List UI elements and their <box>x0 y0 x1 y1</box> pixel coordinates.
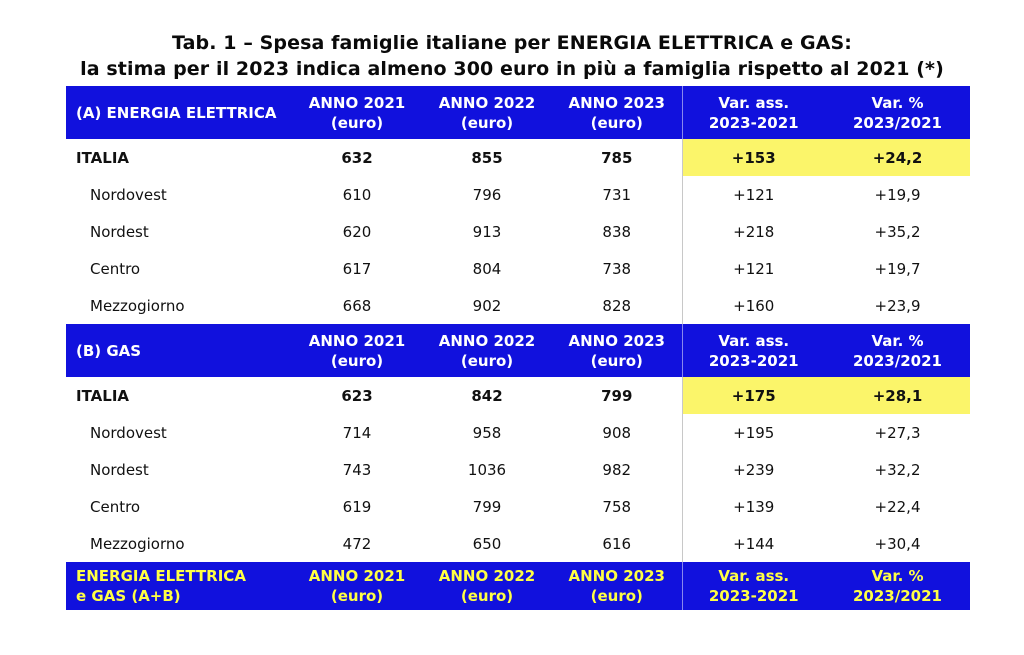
row-label: ITALIA <box>76 386 130 405</box>
cell-var-ass: +218 <box>681 213 825 250</box>
cell-var-ass: +121 <box>681 176 825 213</box>
table-row: ITALIA 623 842 799 +175 +28,1 <box>66 377 970 414</box>
cell-2023: 828 <box>602 296 632 315</box>
cell-2022: 799 <box>472 497 502 516</box>
col-header-var-ass: Var. ass. 2023-2021 <box>681 562 825 610</box>
cell-2022: 958 <box>472 423 502 442</box>
cell-2023: 799 <box>601 386 633 405</box>
section-a-header: (A) ENERGIA ELETTRICA ANNO 2021 (euro) AN… <box>66 86 970 139</box>
col-header-var-ass: Var. ass. 2023-2021 <box>681 86 825 139</box>
cell-2022: 650 <box>472 534 502 553</box>
cell-var-pct: +23,9 <box>874 296 921 315</box>
cell-2023: 738 <box>602 259 632 278</box>
col-header-var-pct: Var. % 2023/2021 <box>825 562 970 610</box>
cell-2022: 855 <box>471 148 503 167</box>
cell-var-pct: +22,4 <box>874 497 921 516</box>
cell-2021: 668 <box>342 296 372 315</box>
cell-2021: 743 <box>342 460 372 479</box>
row-label: Nordest <box>90 460 149 479</box>
col-header-var-pct: Var. % 2023/2021 <box>825 324 970 377</box>
table-row: Nordest 620 913 838 +218 +35,2 <box>66 213 970 250</box>
row-label: ITALIA <box>76 148 130 167</box>
row-label: Nordovest <box>90 423 167 442</box>
col-header-2022: ANNO 2022 (euro) <box>422 86 552 139</box>
cell-2023: 731 <box>602 185 632 204</box>
cell-2021: 472 <box>342 534 372 553</box>
cell-var-ass: +175 <box>681 377 825 414</box>
cell-var-pct: +30,4 <box>874 534 921 553</box>
col-header-2021: ANNO 2021 (euro) <box>292 86 422 139</box>
cell-2023: 758 <box>602 497 632 516</box>
col-header-var-ass: Var. ass. 2023-2021 <box>681 324 825 377</box>
cell-2022: 902 <box>472 296 502 315</box>
cell-var-pct: +24,2 <box>825 139 970 176</box>
table-row: Mezzogiorno 472 650 616 +144 +30,4 <box>66 525 970 562</box>
row-label: Mezzogiorno <box>90 534 185 553</box>
table-row: Centro 619 799 758 +139 +22,4 <box>66 488 970 525</box>
cell-var-pct: +19,7 <box>874 259 921 278</box>
cell-2021: 623 <box>341 386 373 405</box>
cell-2023: 616 <box>602 534 632 553</box>
cell-2022: 796 <box>472 185 502 204</box>
cell-2023: 838 <box>602 222 632 241</box>
row-label: Mezzogiorno <box>90 296 185 315</box>
cell-var-ass: +160 <box>681 287 825 324</box>
cell-2022: 913 <box>472 222 502 241</box>
table-row: Centro 617 804 738 +121 +19,7 <box>66 250 970 287</box>
row-label: Centro <box>90 497 141 516</box>
cell-var-pct: +28,1 <box>825 377 970 414</box>
col-header-2023: ANNO 2023 (euro) <box>552 86 682 139</box>
cell-2021: 619 <box>342 497 372 516</box>
cell-2021: 610 <box>342 185 372 204</box>
col-header-2021: ANNO 2021 (euro) <box>292 324 422 377</box>
cell-2021: 632 <box>341 148 373 167</box>
cell-2021: 714 <box>342 423 372 442</box>
cell-var-ass: +239 <box>681 451 825 488</box>
cell-2022: 842 <box>471 386 503 405</box>
cell-var-pct: +27,3 <box>874 423 921 442</box>
section-b-header: (B) GAS ANNO 2021 (euro) ANNO 2022 (euro) … <box>66 324 970 377</box>
table-title: Tab. 1 – Spesa famiglie italiane per ENE… <box>0 30 1024 82</box>
cell-2022: 804 <box>472 259 502 278</box>
table-row: Nordovest 610 796 731 +121 +19,9 <box>66 176 970 213</box>
row-label: Nordovest <box>90 185 167 204</box>
cell-var-pct: +32,2 <box>874 460 921 479</box>
table-row: Mezzogiorno 668 902 828 +160 +23,9 <box>66 287 970 324</box>
cell-2023: 785 <box>601 148 633 167</box>
cell-var-pct: +35,2 <box>874 222 921 241</box>
cell-2023: 982 <box>602 460 632 479</box>
table-row: ITALIA 632 855 785 +153 +24,2 <box>66 139 970 176</box>
section-b-label: (B) GAS <box>66 324 292 377</box>
cell-var-pct: +19,9 <box>874 185 921 204</box>
row-label: Nordest <box>90 222 149 241</box>
col-header-2023: ANNO 2023 (euro) <box>552 562 682 610</box>
table-row: Nordest 743 1036 982 +239 +32,2 <box>66 451 970 488</box>
cell-var-ass: +144 <box>681 525 825 562</box>
spending-table: (A) ENERGIA ELETTRICA ANNO 2021 (euro) AN… <box>66 86 970 610</box>
cell-2023: 908 <box>602 423 632 442</box>
cell-2021: 617 <box>342 259 372 278</box>
total-section-header: ENERGIA ELETTRICA e GAS (A+B) ANNO 2021 (e… <box>66 562 970 610</box>
cell-var-ass: +139 <box>681 488 825 525</box>
cell-2022: 1036 <box>467 460 507 479</box>
section-a-label: (A) ENERGIA ELETTRICA <box>66 86 292 139</box>
title-line-2: la stima per il 2023 indica almeno 300 e… <box>80 58 944 80</box>
table-row: Nordovest 714 958 908 +195 +27,3 <box>66 414 970 451</box>
cell-2021: 620 <box>342 222 372 241</box>
row-label: Centro <box>90 259 141 278</box>
col-header-2023: ANNO 2023 (euro) <box>552 324 682 377</box>
cell-var-ass: +195 <box>681 414 825 451</box>
col-header-var-pct: Var. % 2023/2021 <box>825 86 970 139</box>
cell-var-ass: +121 <box>681 250 825 287</box>
title-line-1: Tab. 1 – Spesa famiglie italiane per ENE… <box>172 32 852 54</box>
cell-var-ass: +153 <box>681 139 825 176</box>
col-header-2021: ANNO 2021 (euro) <box>292 562 422 610</box>
total-section-label: ENERGIA ELETTRICA e GAS (A+B) <box>66 562 292 610</box>
col-header-2022: ANNO 2022 (euro) <box>422 562 552 610</box>
col-header-2022: ANNO 2022 (euro) <box>422 324 552 377</box>
